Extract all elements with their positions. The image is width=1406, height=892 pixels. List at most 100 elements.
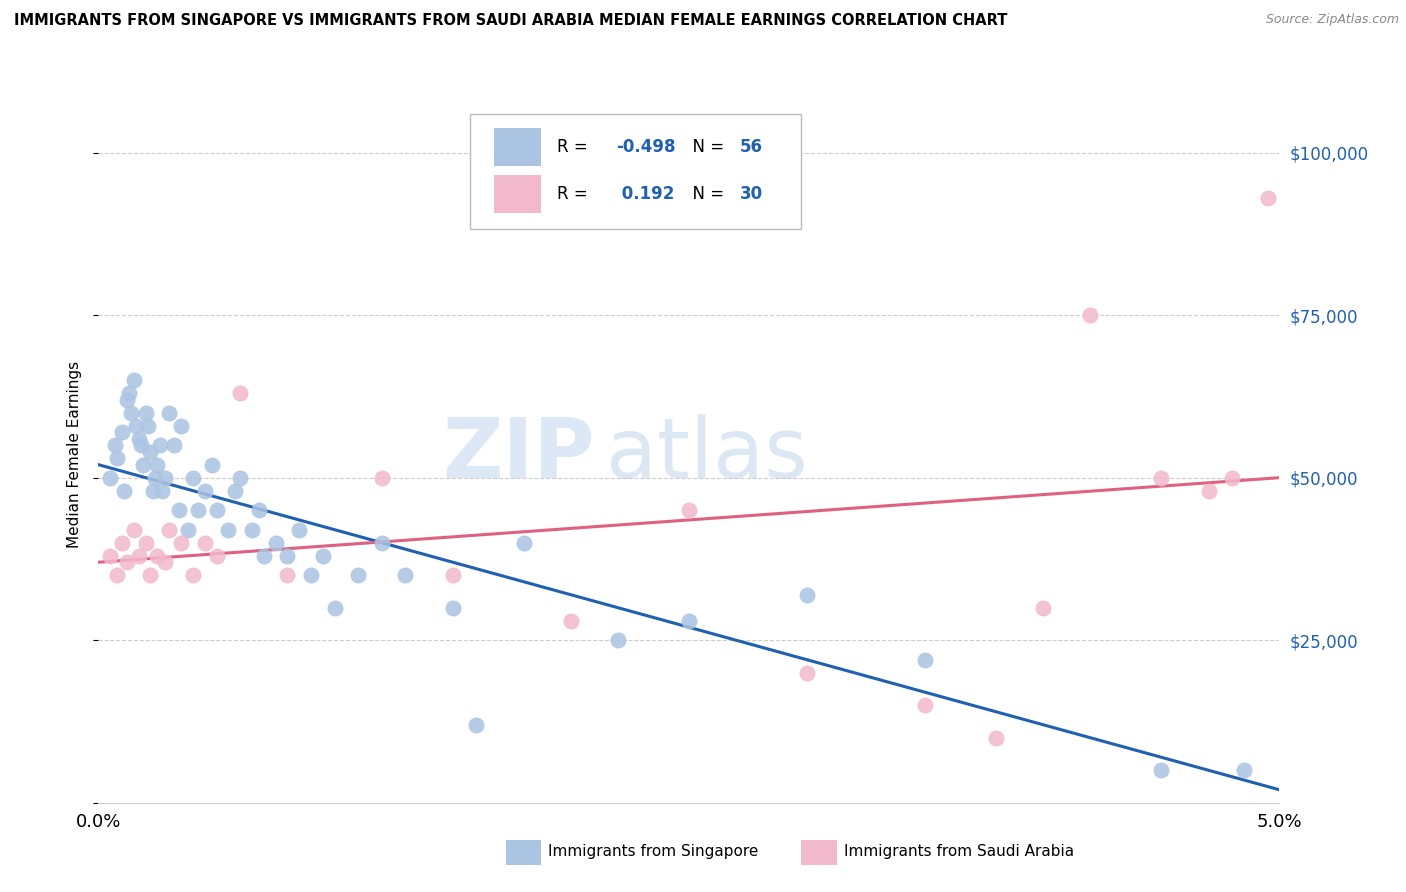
Point (1220, 471, 1243, 485)
Point (150, 483, 173, 498)
Point (247, 503, 270, 517)
Point (194, 535, 217, 549)
Point (1233, 764, 1256, 778)
Y-axis label: Median Female Earnings: Median Female Earnings (67, 361, 83, 549)
Point (149, 438, 172, 452)
Point (1150, 764, 1173, 778)
Text: -0.498: -0.498 (616, 137, 675, 156)
Point (170, 418, 193, 433)
Point (678, 503, 700, 517)
Point (253, 549, 276, 563)
Point (146, 549, 169, 563)
Point (224, 483, 246, 498)
Text: Source: ZipAtlas.com: Source: ZipAtlas.com (1265, 13, 1399, 27)
Point (136, 418, 159, 433)
Point (135, 406, 157, 420)
Bar (494, 128, 541, 166)
Point (128, 549, 150, 563)
Point (984, 731, 1007, 745)
Point (312, 549, 335, 563)
Point (914, 653, 936, 667)
Text: IMMIGRANTS FROM SINGAPORE VS IMMIGRANTS FROM SAUDI ARABIA MEDIAN FEMALE EARNINGS: IMMIGRANTS FROM SINGAPORE VS IMMIGRANTS … (14, 13, 1008, 29)
Point (98, 549, 121, 563)
Point (512, 535, 534, 549)
Point (205, 549, 228, 563)
Text: 0.192: 0.192 (616, 185, 673, 203)
Point (122, 373, 145, 387)
Point (187, 503, 209, 517)
Point (105, 568, 128, 582)
Point (112, 483, 135, 498)
Point (1257, 191, 1279, 205)
Point (276, 549, 298, 563)
Point (1198, 483, 1220, 498)
Point (139, 568, 162, 582)
Point (229, 471, 252, 485)
Point (441, 568, 464, 582)
Point (205, 503, 228, 517)
Point (347, 568, 370, 582)
Point (181, 568, 204, 582)
Text: 30: 30 (740, 185, 763, 203)
Point (1032, 600, 1054, 615)
Point (98, 471, 121, 485)
Point (142, 483, 165, 498)
Text: Immigrants from Singapore: Immigrants from Singapore (548, 845, 759, 859)
Point (143, 471, 166, 485)
Point (122, 523, 145, 537)
Point (371, 471, 394, 485)
Point (129, 438, 152, 452)
Point (288, 523, 311, 537)
Point (264, 535, 287, 549)
Point (1150, 471, 1173, 485)
Point (121, 406, 143, 420)
Point (125, 418, 148, 433)
Point (229, 386, 252, 401)
FancyBboxPatch shape (471, 114, 801, 229)
Point (157, 406, 180, 420)
Bar (494, 175, 541, 213)
Point (607, 633, 630, 648)
Point (170, 535, 193, 549)
Point (194, 483, 217, 498)
Point (201, 458, 224, 472)
Point (153, 471, 176, 485)
Point (153, 555, 176, 569)
Point (177, 523, 200, 537)
Point (115, 392, 138, 407)
Point (132, 458, 155, 472)
Text: N =: N = (682, 137, 730, 156)
Point (394, 568, 416, 582)
Point (105, 451, 128, 466)
Text: atlas: atlas (606, 415, 808, 495)
Point (104, 438, 127, 452)
Point (678, 614, 700, 628)
Point (115, 555, 138, 569)
Point (371, 535, 394, 549)
Point (299, 568, 322, 582)
Point (1080, 308, 1102, 322)
Point (146, 458, 169, 472)
Point (276, 568, 298, 582)
Point (796, 665, 818, 680)
Point (323, 600, 346, 615)
Point (465, 718, 488, 732)
Point (240, 523, 263, 537)
Point (128, 432, 150, 446)
Text: R =: R = (557, 137, 593, 156)
Point (111, 535, 134, 549)
Point (796, 588, 818, 602)
Point (118, 386, 141, 401)
Text: ZIP: ZIP (441, 415, 595, 495)
Point (181, 471, 204, 485)
Point (163, 438, 186, 452)
Point (111, 425, 134, 439)
Point (914, 698, 936, 713)
Text: R =: R = (557, 185, 593, 203)
Point (157, 523, 180, 537)
Point (139, 444, 162, 458)
Text: N =: N = (682, 185, 730, 203)
Point (560, 614, 582, 628)
Point (135, 535, 157, 549)
Point (441, 600, 464, 615)
